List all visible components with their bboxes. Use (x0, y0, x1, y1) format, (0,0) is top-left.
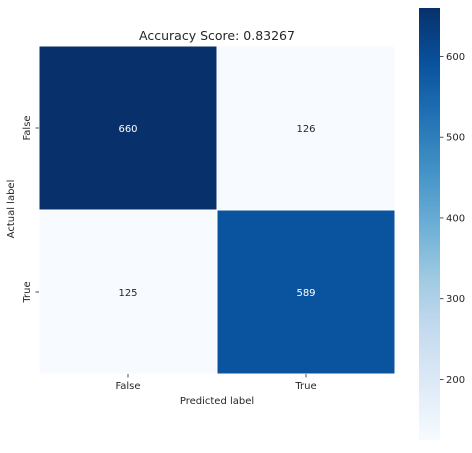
colorbar-tick-label: 600 (446, 52, 465, 63)
heatmap-cell (38, 45, 218, 211)
cell-value-label: 125 (118, 288, 137, 299)
colorbar-tick-label: 400 (446, 213, 465, 224)
heatmap-cell (216, 45, 396, 211)
y-axis-ticks: False True (22, 115, 39, 304)
x-tick-label: True (294, 381, 316, 392)
cell-value-label: 589 (296, 288, 315, 299)
colorbar-ticks: 200 300 400 500 600 (440, 52, 465, 386)
x-tick-label: False (115, 381, 140, 392)
heatmap-cell (38, 209, 218, 375)
colorbar (419, 8, 440, 440)
y-axis-label: Actual label (6, 180, 17, 239)
heatmap-cell (216, 209, 396, 375)
x-axis-label: Predicted label (180, 396, 254, 407)
heatmap-cells: 660 126 125 589 (38, 45, 396, 375)
colorbar-tick-label: 500 (446, 133, 465, 144)
colorbar-tick-label: 300 (446, 294, 465, 305)
cell-value-label: 660 (118, 124, 137, 135)
cell-value-label: 126 (296, 124, 315, 135)
y-tick-label: True (22, 281, 33, 303)
chart-title: Accuracy Score: 0.83267 (139, 28, 295, 43)
x-axis-ticks: False True (115, 374, 317, 392)
y-tick-label: False (22, 115, 33, 140)
colorbar-tick-label: 200 (446, 375, 465, 386)
